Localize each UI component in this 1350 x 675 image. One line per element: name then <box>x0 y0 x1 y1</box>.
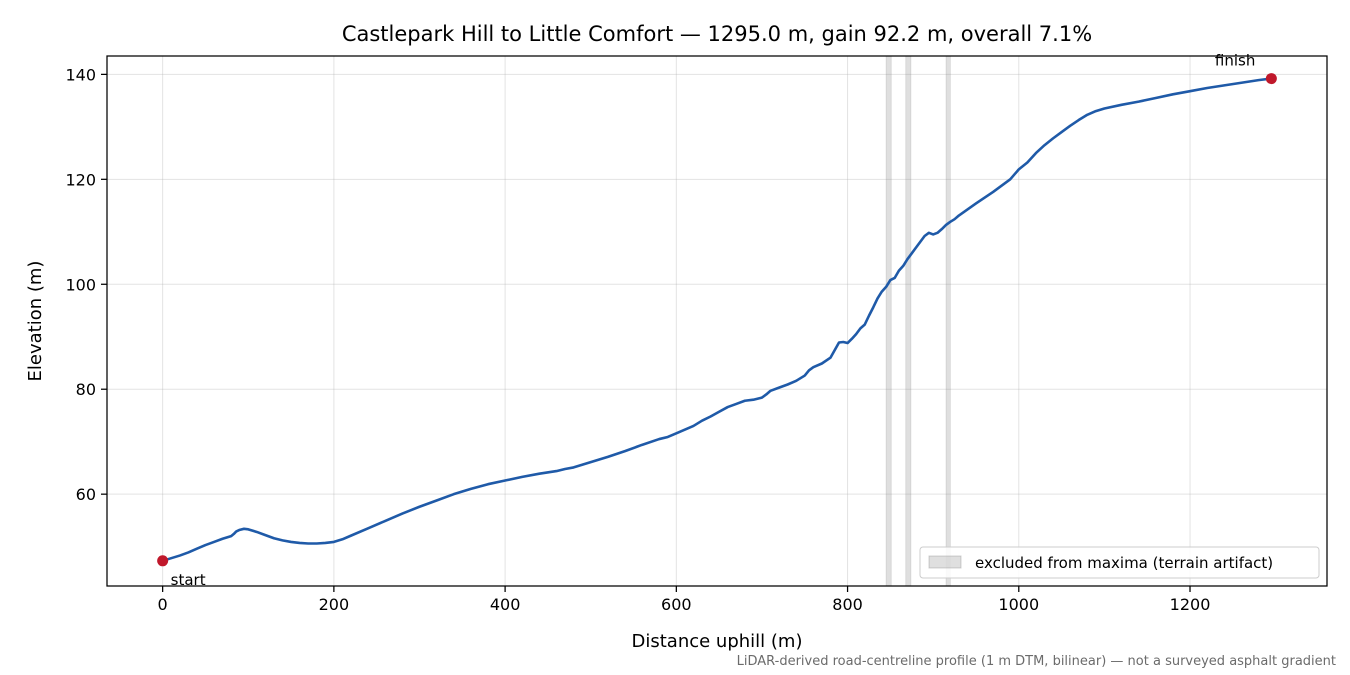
x-tick-label: 0 <box>158 595 168 614</box>
y-axis-label: Elevation (m) <box>25 261 46 382</box>
legend: excluded from maxima (terrain artifact) <box>919 546 1320 579</box>
x-tick-label: 400 <box>490 595 521 614</box>
chart-title: Castlepark Hill to Little Comfort — 1295… <box>342 22 1092 46</box>
x-tick-label: 1000 <box>998 595 1039 614</box>
x-tick-label: 1200 <box>1170 595 1211 614</box>
excluded-span <box>885 55 892 587</box>
y-tick-label: 100 <box>65 275 96 294</box>
legend-box <box>919 546 1320 579</box>
x-tick-label: 600 <box>661 595 692 614</box>
excluded-span <box>945 55 951 587</box>
x-axis-label: Distance uphill (m) <box>632 631 803 652</box>
y-tick-label: 140 <box>65 65 96 84</box>
series-layer <box>162 77 1272 563</box>
y-tick-label: 60 <box>76 485 96 504</box>
footnote: LiDAR-derived road-centreline profile (1… <box>737 654 1336 669</box>
x-tick-label: 200 <box>319 595 350 614</box>
start-marker <box>157 555 169 567</box>
gridlines <box>107 56 1327 586</box>
finish-label: finish <box>1215 52 1255 70</box>
finish-marker <box>1265 73 1277 85</box>
excluded-span <box>905 55 912 587</box>
x-tick-label: 800 <box>832 595 863 614</box>
legend-swatch-excluded <box>928 555 962 569</box>
start-label: start <box>171 571 206 589</box>
plot-frame <box>106 55 1328 587</box>
y-tick-label: 80 <box>76 380 96 399</box>
elevation-line <box>162 77 1272 563</box>
legend-entry-excluded: excluded from maxima (terrain artifact) <box>975 554 1273 572</box>
x-axis-ticks: 0 200 400 600 800 1000 1200 <box>158 586 1211 614</box>
y-axis-ticks: 60 80 100 120 140 <box>65 65 107 504</box>
y-tick-label: 120 <box>65 170 96 189</box>
